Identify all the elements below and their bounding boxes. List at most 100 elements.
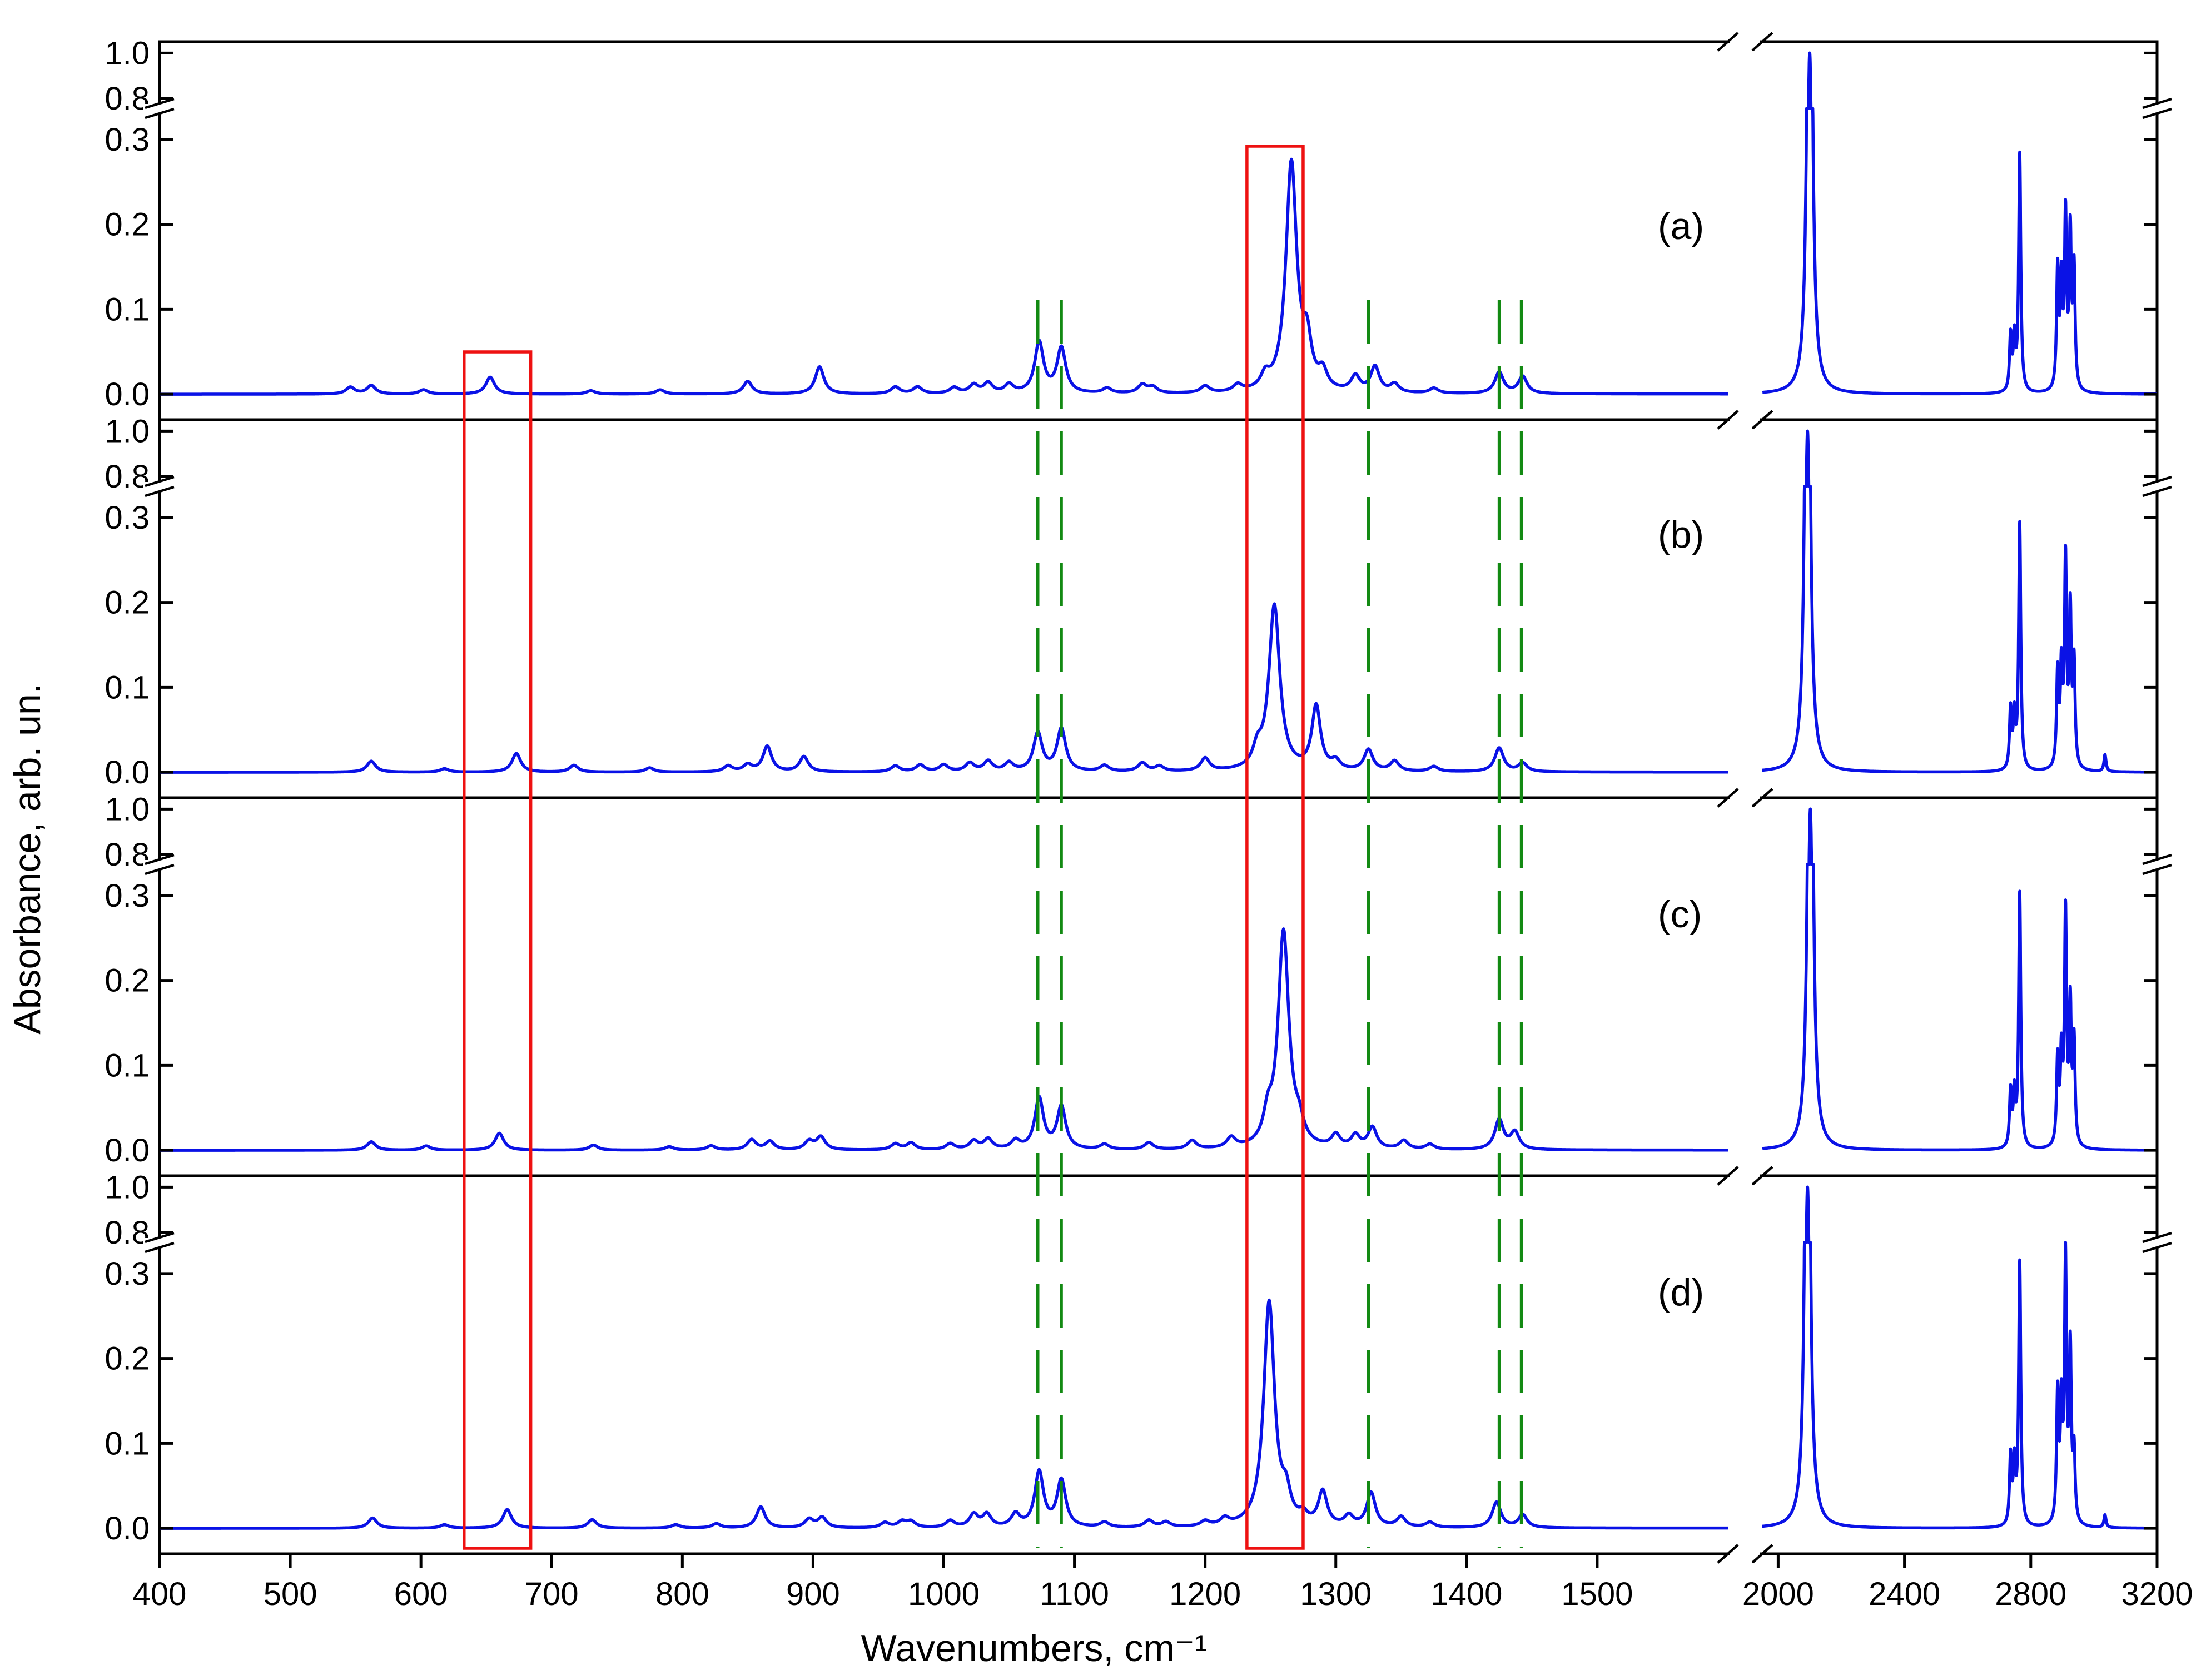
y-tick-label: 1.0 [105,1169,150,1205]
y-tick-label: 0.8 [105,81,150,117]
y-tick-label: 1.0 [105,413,150,449]
y-tick-label: 0.2 [105,585,150,621]
panel-frame [158,796,2159,1177]
y-tick-label: 1.0 [105,35,150,71]
panel-b: 0.0 0.1 0.2 0.3 0.8 1.0 (b) [105,410,2174,808]
x-tick-label: 2800 [1995,1576,2066,1612]
y-break-mark [145,475,175,488]
y-break-mark [2142,475,2172,488]
highlight-box [462,350,533,1550]
x-tick-label: 2400 [1869,1576,1940,1612]
y-break-mask [2140,104,2174,113]
panel-d: 0.0 0.1 0.2 0.3 0.8 1.0 (d) [105,1166,2174,1564]
x-tick-label: 3200 [2121,1576,2193,1612]
y-break-mask [143,1238,176,1247]
y-tick-label: 0.8 [105,837,150,873]
y-break-mark [145,1231,175,1244]
y-tick-label: 0.0 [105,1510,150,1547]
x-break-mark [1751,32,1773,52]
y-tick-label: 0.8 [105,459,150,495]
x-tick-label: 600 [394,1576,448,1612]
x-break-mark [1751,788,1773,808]
x-break-mark [1717,32,1739,52]
y-break-mark [145,97,175,110]
guide-lines [1036,300,1523,1548]
y-break-mark [2142,97,2172,110]
y-break-mark [2142,485,2172,498]
x-axis-title: Wavenumbers, cm⁻¹ [861,1627,1208,1669]
highlight-boxes [462,145,1305,1550]
y-break-mask [2140,1238,2174,1247]
y-break-mask [2140,860,2174,869]
panel-c: 0.0 0.1 0.2 0.3 0.8 1.0 (c) [105,788,2174,1186]
x-tick-label: 1100 [1040,1576,1109,1612]
y-tick-label: 0.1 [105,669,150,705]
x-break-mask [1730,792,1760,803]
y-break-mark [2142,863,2172,876]
y-break-mark [2142,1241,2172,1254]
x-tick-label: 1300 [1300,1576,1372,1612]
x-break-mask [1730,414,1760,425]
y-tick-label: 0.3 [105,878,150,914]
y-break-mask [143,104,176,113]
panel-frame [158,1174,2159,1555]
y-tick-label: 1.0 [105,791,150,827]
panel-label: (a) [1658,205,1704,247]
x-tick-label: 1000 [908,1576,980,1612]
y-break-mask [2140,482,2174,491]
x-break-mark [1717,1166,1739,1186]
x-tick-label: 1200 [1169,1576,1241,1612]
y-break-mark [145,485,175,498]
y-break-mask [143,860,176,869]
y-tick-label: 0.2 [105,1341,150,1377]
spectrum-series [158,51,2159,396]
x-break-mask [1730,36,1760,47]
y-break-mark [145,863,175,876]
panel-label: (c) [1658,893,1702,936]
spectrum-series [158,807,2159,1152]
y-tick-label: 0.3 [105,122,150,158]
y-tick-label: 0.3 [105,500,150,536]
y-break-mask [143,482,176,491]
x-tick-label: 1400 [1430,1576,1502,1612]
x-axis: 400 500 600 700 800 900 1000 1100 1200 1300 1400 15… [133,1544,2193,1612]
x-break-mask [1730,1170,1760,1181]
spectrum-series [158,429,2159,774]
y-break-mark [145,853,175,866]
x-tick-label: 900 [786,1576,840,1612]
x-tick-label: 800 [655,1576,709,1612]
x-break-mark [1717,788,1739,808]
highlight-box [1245,145,1305,1550]
x-break-mark [1751,1166,1773,1186]
x-break-mask [1730,1548,1760,1559]
y-break-mark [145,1241,175,1254]
y-break-mark [2142,107,2172,120]
y-tick-label: 0.3 [105,1256,150,1292]
y-break-mark [145,107,175,120]
x-tick-label: 400 [133,1576,187,1612]
panel-frame [158,418,2159,799]
y-tick-label: 0.0 [105,1132,150,1169]
y-tick-label: 0.2 [105,207,150,243]
x-tick-label: 700 [525,1576,579,1612]
panel-frame [158,40,2159,421]
panel-label: (d) [1658,1271,1704,1314]
y-tick-label: 0.8 [105,1215,150,1251]
y-break-mark [2142,1231,2172,1244]
panel-a: 0.0 0.1 0.2 0.3 0.8 1.0 (a) [105,32,2174,430]
x-tick-label: 1500 [1561,1576,1633,1612]
x-break-mark [1717,410,1739,430]
y-tick-label: 0.1 [105,291,150,327]
chart-panels: 0.0 0.1 0.2 0.3 0.8 1.0 (a) 0.0 0.1 0.2 0.3 0.8 1.0 (… [105,32,2174,1564]
y-tick-label: 0.1 [105,1425,150,1462]
spectrum-series [158,1185,2159,1530]
panel-label: (b) [1658,514,1704,556]
y-tick-label: 0.0 [105,376,150,412]
x-tick-label: 500 [264,1576,317,1612]
x-tick-label: 2000 [1742,1576,1814,1612]
y-tick-label: 0.0 [105,754,150,791]
y-tick-label: 0.2 [105,963,150,999]
x-break-mark [1751,1544,1773,1564]
x-break-mark [1751,410,1773,430]
